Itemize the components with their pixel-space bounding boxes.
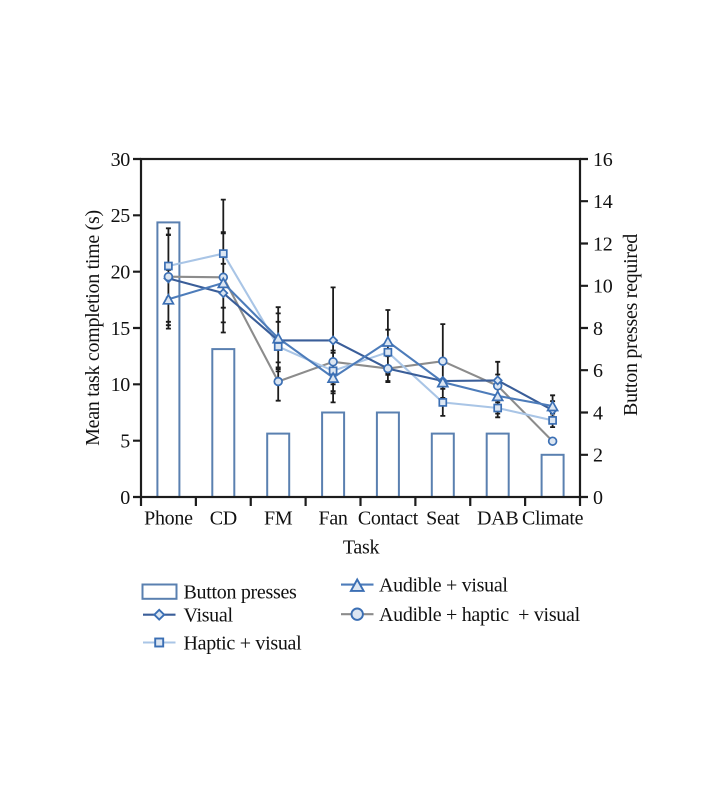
svg-text:Mean task completion time (s): Mean task completion time (s): [82, 210, 104, 446]
svg-text:Visual: Visual: [184, 605, 234, 627]
svg-text:Phone: Phone: [144, 508, 193, 530]
svg-text:5: 5: [120, 431, 130, 453]
svg-text:Contact: Contact: [358, 508, 419, 530]
svg-text:12: 12: [593, 233, 612, 255]
svg-text:16: 16: [593, 149, 613, 171]
svg-text:Fan: Fan: [319, 508, 348, 530]
svg-text:8: 8: [593, 318, 603, 340]
svg-text:Audible + visual: Audible + visual: [379, 575, 508, 597]
svg-text:DAB: DAB: [477, 508, 518, 530]
svg-text:Audible + haptic + visual: Audible + haptic + visual: [379, 604, 581, 626]
svg-text:0: 0: [593, 487, 603, 509]
svg-text:20: 20: [111, 262, 131, 284]
svg-text:2: 2: [593, 445, 603, 467]
svg-text:14: 14: [593, 191, 613, 213]
svg-text:Seat: Seat: [426, 508, 460, 530]
svg-text:Task: Task: [343, 537, 380, 559]
svg-text:Button presses: Button presses: [184, 582, 298, 604]
svg-text:15: 15: [111, 318, 131, 340]
svg-text:30: 30: [111, 149, 131, 171]
svg-text:0: 0: [120, 487, 130, 509]
svg-text:Button presses required: Button presses required: [620, 234, 642, 416]
svg-text:10: 10: [111, 374, 131, 396]
svg-text:25: 25: [111, 205, 131, 227]
svg-text:CD: CD: [210, 508, 237, 530]
svg-text:10: 10: [593, 276, 613, 298]
svg-text:Haptic + visual: Haptic + visual: [184, 633, 303, 655]
svg-text:Climate: Climate: [522, 508, 584, 530]
svg-text:FM: FM: [264, 508, 293, 530]
svg-text:4: 4: [593, 402, 603, 424]
svg-text:6: 6: [593, 360, 603, 382]
